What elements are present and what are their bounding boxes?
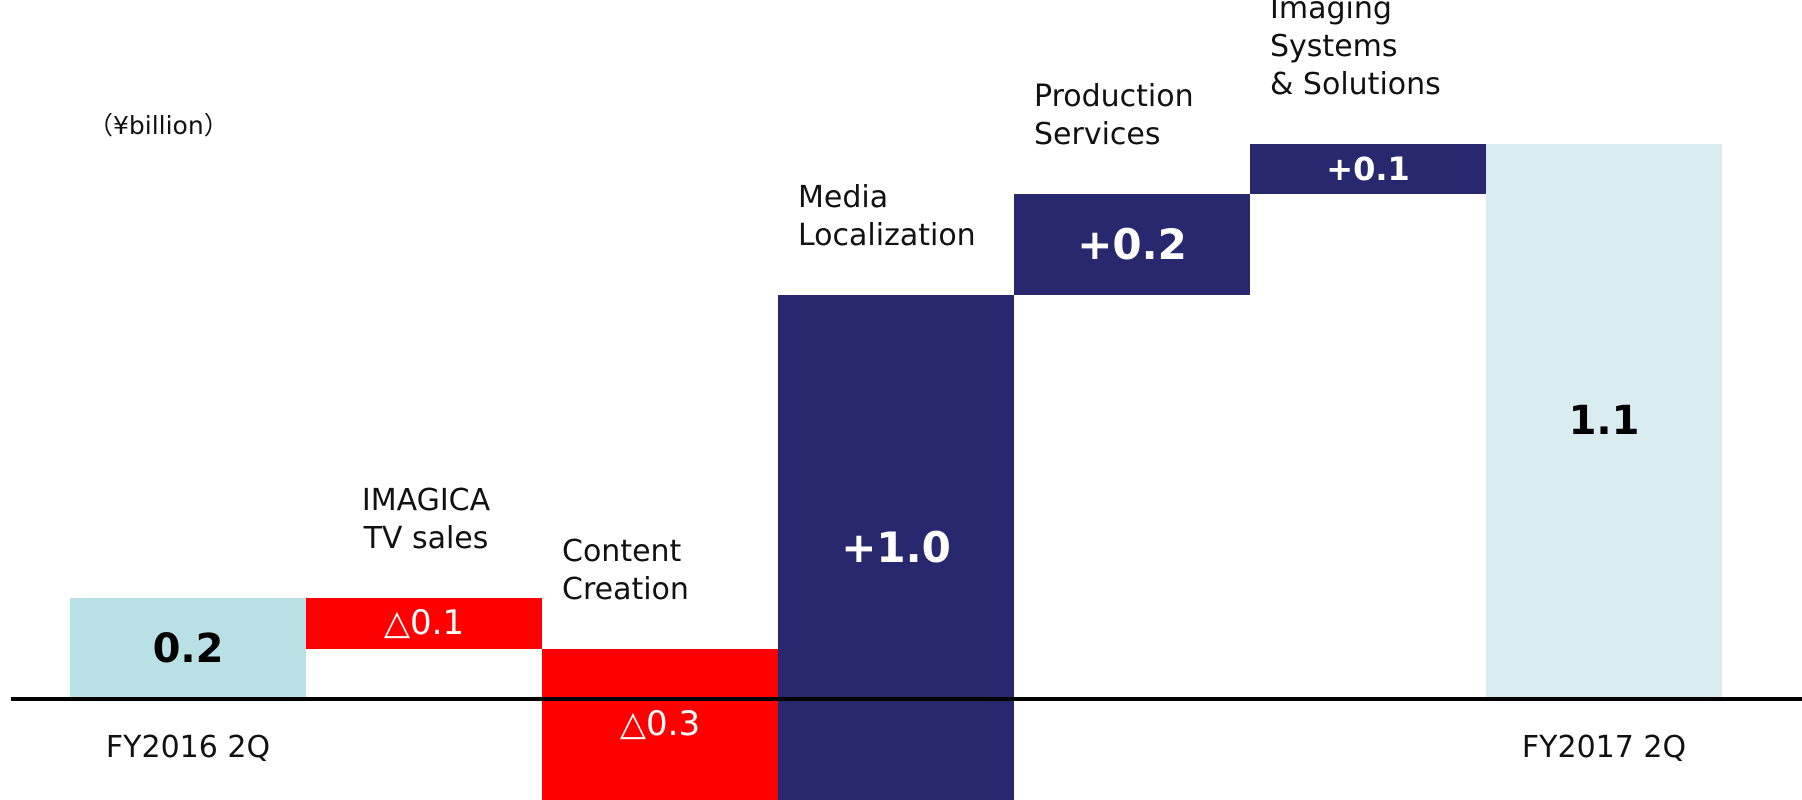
category-label: FY2017 2Q: [1521, 730, 1687, 765]
category-label: Media Localization: [798, 180, 976, 253]
category-label: Production Services: [1034, 79, 1194, 152]
bar: [542, 648, 778, 800]
bar: [1250, 143, 1486, 194]
category-label: Imaging Systems & Solutions: [1270, 0, 1441, 102]
value-label: △0.3: [619, 704, 701, 745]
value-label: +0.1: [1326, 149, 1410, 188]
bar: [70, 598, 306, 699]
value-label: +1.0: [841, 523, 951, 572]
bar: [306, 598, 542, 649]
value-label: 1.1: [1568, 398, 1640, 445]
category-label: Content Creation: [562, 533, 689, 607]
bar: [1486, 143, 1722, 699]
category-label: FY2016 2Q: [105, 730, 271, 765]
value-label: △0.1: [383, 603, 465, 644]
bar: [778, 295, 1014, 800]
baseline: [11, 697, 1802, 701]
category-label: IMAGICA TV sales: [361, 483, 491, 556]
bar: [1014, 194, 1250, 295]
value-label: +0.2: [1077, 220, 1187, 269]
value-label: 0.2: [152, 625, 224, 672]
unit-label: （¥billion）: [88, 111, 229, 140]
